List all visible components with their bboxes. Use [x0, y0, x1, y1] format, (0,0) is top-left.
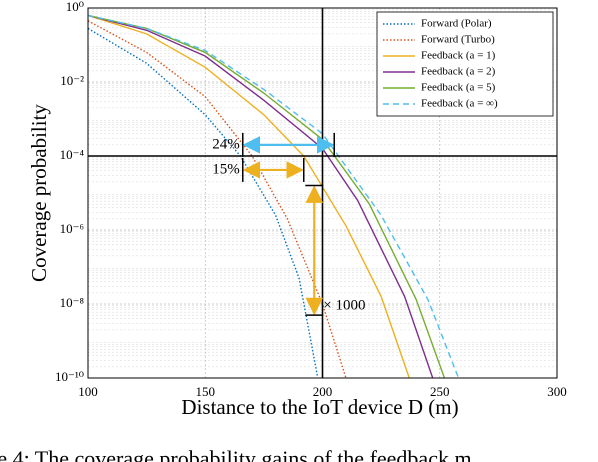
legend-label: Forward (Turbo)	[421, 34, 495, 46]
x-axis-label: Distance to the IoT device D (m)	[181, 395, 458, 419]
series-line	[87, 14, 460, 379]
legend: Forward (Polar) Forward (Turbo) Feedback (…	[376, 11, 554, 117]
y-tick-label: 10⁰	[66, 0, 84, 14]
annotation-text: 15%	[212, 161, 240, 177]
y-axis-label: Coverage probability	[27, 104, 51, 282]
annotation-text: 24%	[212, 136, 240, 152]
caption: re 4: The coverage probability gains of …	[0, 446, 472, 462]
y-tick-label: 10⁻⁴	[60, 147, 85, 162]
series-line	[87, 27, 319, 379]
series-line	[87, 20, 347, 379]
y-tick-label: 10⁻⁶	[60, 221, 84, 236]
legend-label: Feedback (a = 1)	[421, 50, 496, 62]
plot-frame	[87, 7, 558, 379]
annotation-text: × 1000	[323, 298, 365, 314]
legend-label: Feedback (a = 2)	[421, 66, 496, 78]
y-tick-label: 10⁻²	[60, 73, 84, 88]
series-line	[87, 14, 410, 379]
legend-label: Feedback (a = 5)	[421, 82, 496, 94]
x-tick-label: 150	[196, 384, 216, 399]
y-tick-label: 10⁻⁸	[60, 295, 85, 310]
legend-label: Forward (Polar)	[421, 18, 492, 30]
x-tick-label: 250	[430, 384, 450, 399]
x-tick-label: 300	[547, 384, 567, 399]
x-tick-label: 100	[78, 384, 98, 399]
series-line	[87, 14, 434, 379]
legend-box	[376, 11, 554, 117]
y-tick-label: 10⁻¹⁰	[55, 369, 84, 384]
legend-label: Feedback (a = ∞)	[421, 98, 498, 110]
x-tick-label: 200	[313, 384, 333, 399]
